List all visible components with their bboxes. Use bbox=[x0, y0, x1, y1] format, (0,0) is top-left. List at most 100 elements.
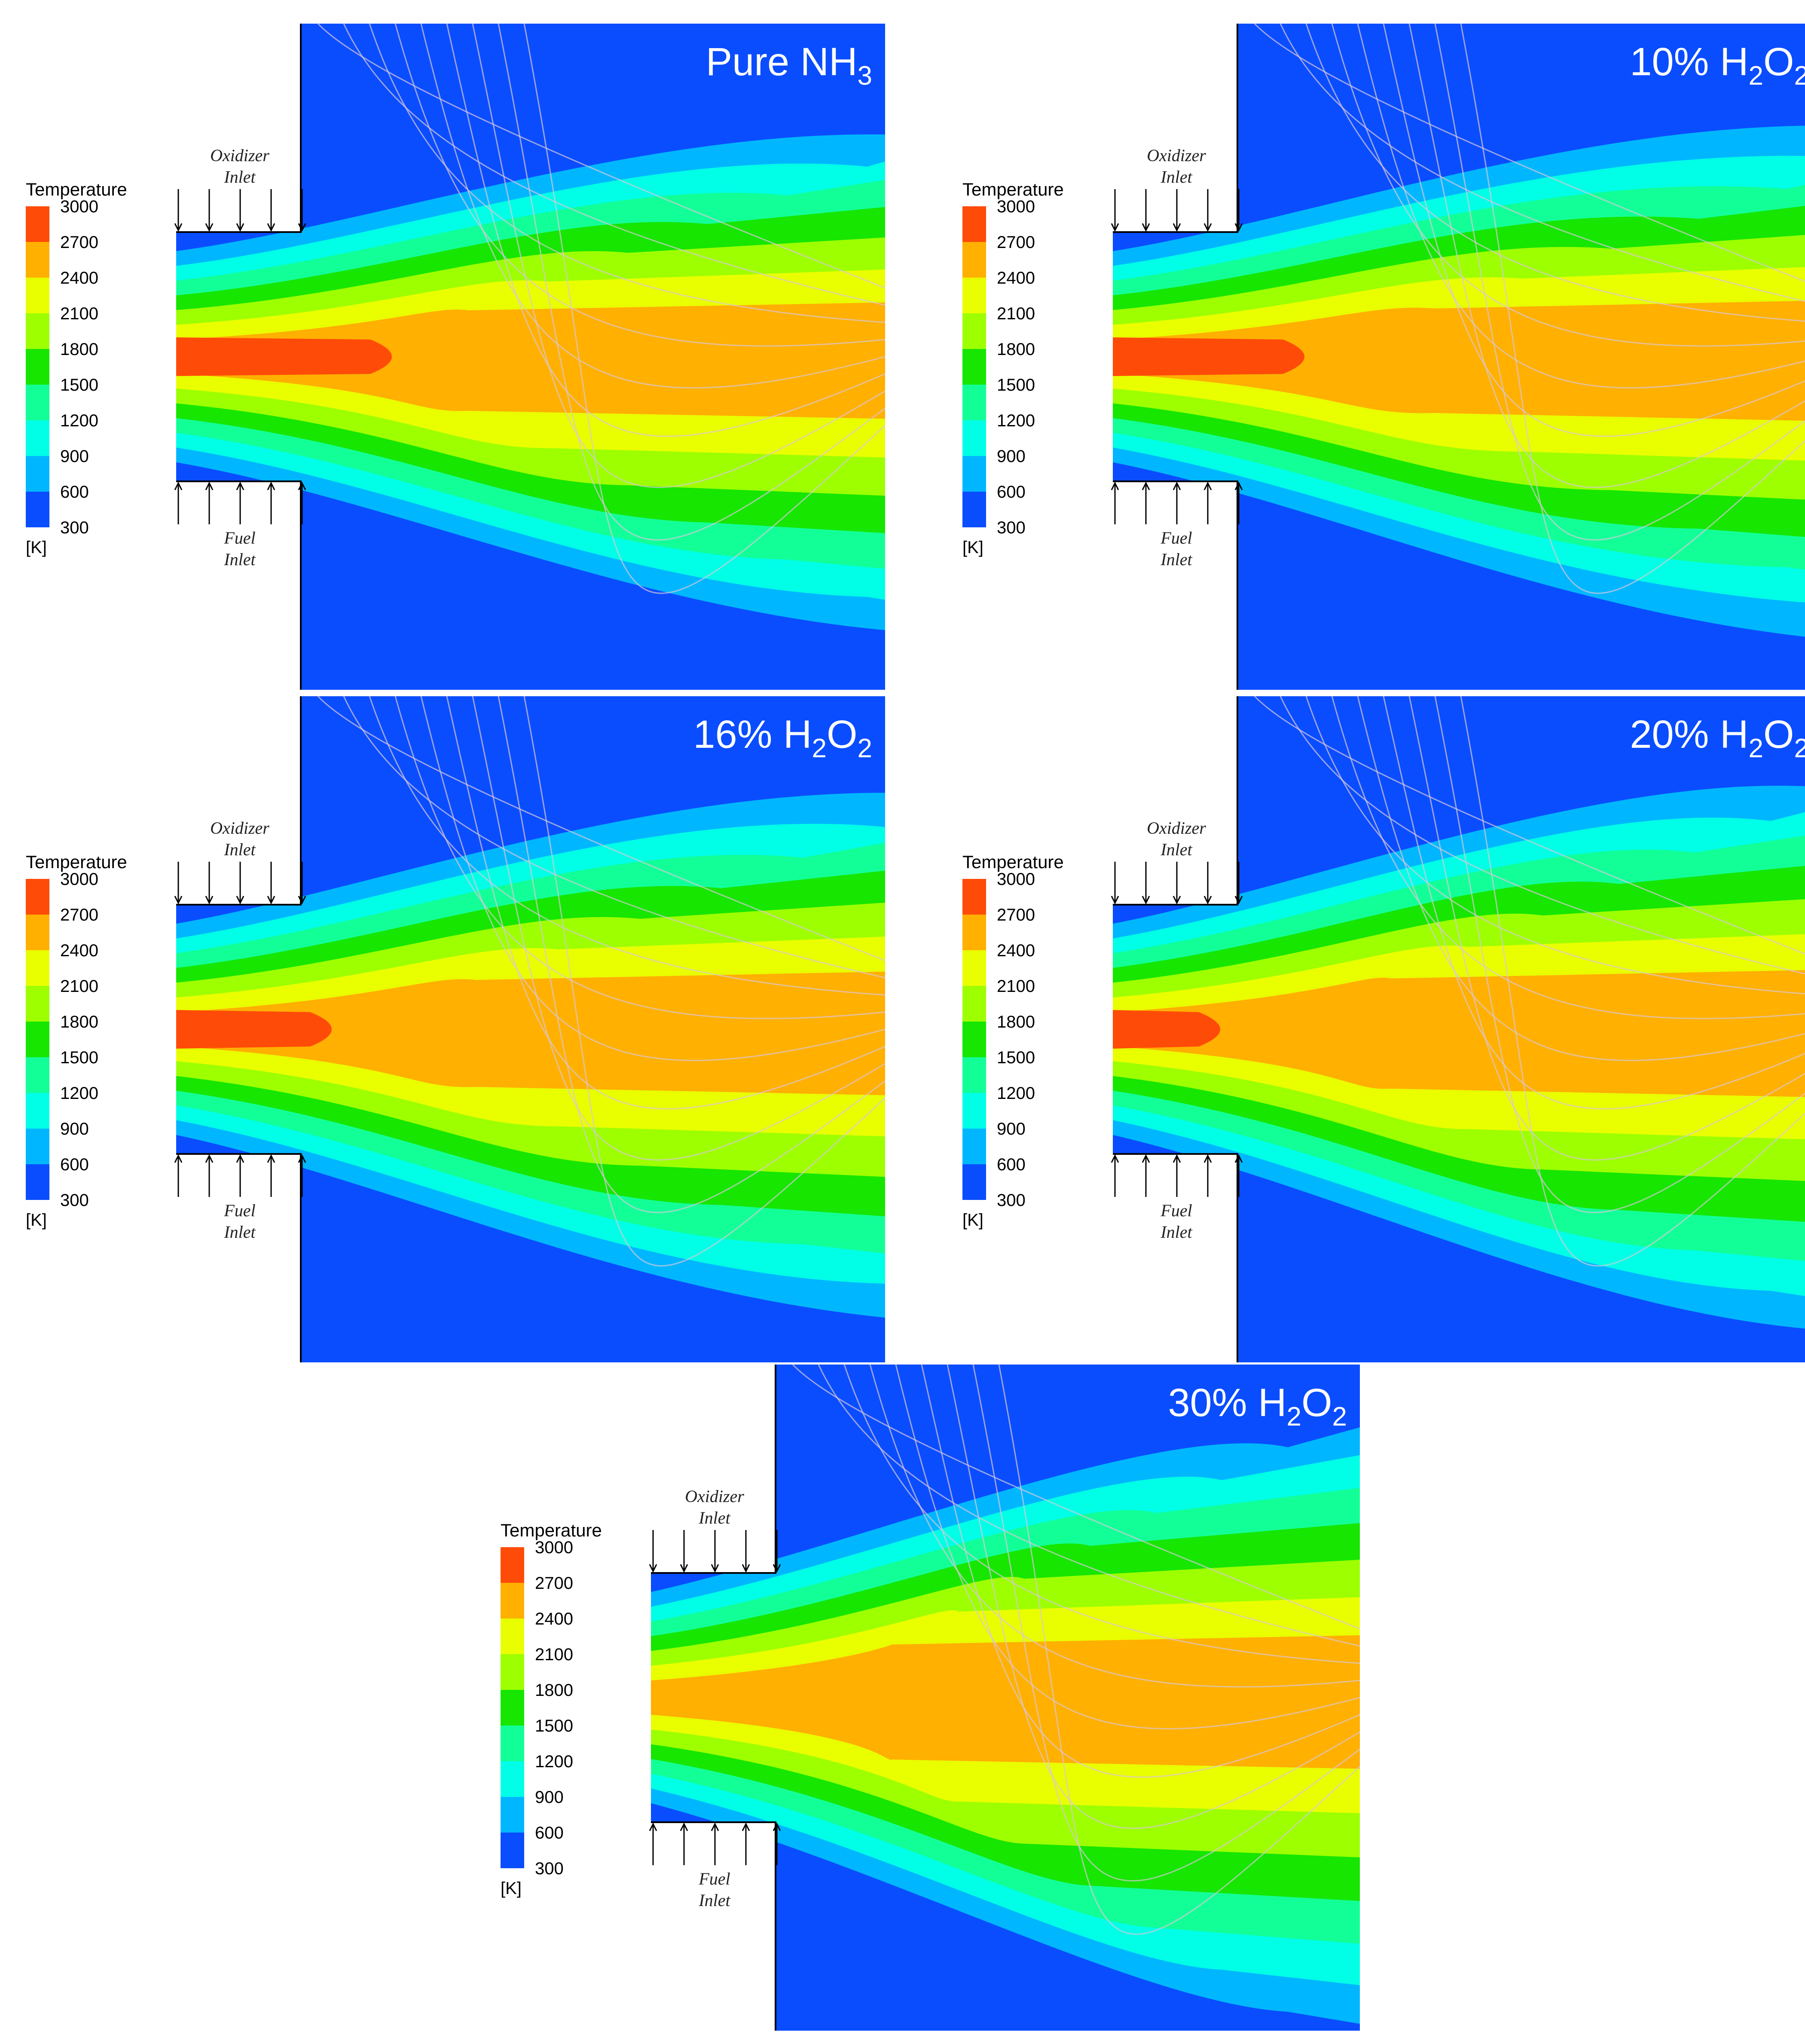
legend-unit: [K] bbox=[26, 538, 47, 557]
lower-wall bbox=[1113, 1153, 1238, 1362]
legend-title: Temperature bbox=[26, 179, 127, 199]
fuel-inlet-label: Inlet bbox=[1160, 1222, 1192, 1242]
streamline bbox=[1254, 24, 1805, 289]
fuel-arrow-icon bbox=[711, 1822, 719, 1865]
legend-swatch bbox=[962, 879, 986, 915]
legend-tick-label: 2400 bbox=[535, 1609, 573, 1628]
case-title: 30% H2O2 bbox=[1168, 1381, 1347, 1432]
oxidizer-arrow-icon bbox=[205, 862, 214, 905]
streamline bbox=[1280, 696, 1805, 979]
legend-swatch bbox=[501, 1619, 524, 1654]
legend-tick-label: 2100 bbox=[60, 304, 98, 323]
legend-tick-label: 1200 bbox=[997, 1084, 1035, 1103]
legend-tick-label: 300 bbox=[60, 518, 89, 537]
temperature-contour-svg: Oxidizer Inlet Fuel Inlet 20% H2O2 Temperatur… bbox=[962, 696, 1805, 1362]
temperature-contour-svg: Oxidizer Inlet Fuel Inlet 16% H2O2 Temperatur… bbox=[26, 696, 885, 1362]
upper-wall bbox=[176, 24, 302, 233]
fuel-arrow-icon bbox=[236, 1154, 244, 1197]
fuel-arrow-icon bbox=[174, 481, 183, 524]
legend-tick-label: 2100 bbox=[535, 1645, 573, 1664]
legend-tick-label: 2400 bbox=[997, 269, 1035, 288]
fuel-arrow-icon bbox=[1203, 1154, 1212, 1197]
fuel-arrow-icon bbox=[1111, 1154, 1119, 1197]
legend-swatch bbox=[501, 1583, 524, 1619]
streamline bbox=[947, 1365, 1360, 1829]
legend-tick-label: 1800 bbox=[997, 340, 1035, 359]
legend-tick-label: 1200 bbox=[997, 411, 1035, 430]
fuel-arrow-icon bbox=[1234, 1154, 1243, 1197]
fuel-arrow-icon bbox=[1142, 1154, 1150, 1197]
streamline bbox=[369, 696, 885, 996]
fuel-inlet-label: Fuel bbox=[698, 1869, 730, 1888]
legend-title: Temperature bbox=[962, 852, 1064, 872]
legend-tick-label: 1500 bbox=[997, 376, 1035, 395]
legend-tick-label: 1800 bbox=[60, 1013, 98, 1031]
streamline bbox=[498, 24, 885, 541]
legend-swatch bbox=[501, 1690, 524, 1726]
flame-core bbox=[176, 337, 392, 376]
oxidizer-arrow-icon bbox=[680, 1530, 688, 1573]
case-title: 16% H2O2 bbox=[693, 713, 872, 763]
streamline bbox=[1357, 24, 1805, 389]
legend-swatch bbox=[501, 1547, 524, 1583]
legend-unit: [K] bbox=[26, 1211, 47, 1230]
legend-swatch bbox=[26, 1057, 49, 1093]
streamline bbox=[1331, 696, 1805, 1019]
legend-swatch bbox=[501, 1654, 524, 1690]
legend-tick-label: 300 bbox=[535, 1859, 564, 1878]
fuel-arrow-icon bbox=[773, 1822, 781, 1865]
lower-wall bbox=[1113, 480, 1238, 690]
legend-tick-label: 1200 bbox=[535, 1752, 573, 1771]
oxidizer-inlet-label: Inlet bbox=[1160, 840, 1192, 859]
oxidizer-arrow-icon bbox=[298, 189, 306, 232]
streamline bbox=[394, 696, 885, 1019]
fuel-arrow-icon bbox=[267, 481, 275, 524]
legend-tick-label: 2700 bbox=[997, 233, 1035, 252]
fuel-arrow-icon bbox=[649, 1822, 657, 1865]
oxidizer-arrow-icon bbox=[236, 189, 244, 232]
legend-swatch bbox=[962, 242, 986, 278]
contour-panel-h2o2-30: Oxidizer Inlet Fuel Inlet 30% H2O2 Temperatur… bbox=[492, 1362, 1364, 2033]
streamline bbox=[895, 1365, 1360, 1729]
legend-tick-label: 600 bbox=[60, 483, 89, 502]
streamline bbox=[498, 696, 885, 1213]
streamline bbox=[394, 24, 885, 347]
oxidizer-arrow-icon bbox=[1142, 862, 1150, 905]
streamline bbox=[843, 1365, 1360, 1664]
flame-core bbox=[1113, 1010, 1220, 1049]
legend-tick-label: 2700 bbox=[535, 1574, 573, 1593]
upper-wall bbox=[1113, 696, 1238, 906]
legend-swatch bbox=[962, 349, 986, 385]
legend-swatch bbox=[962, 456, 986, 492]
oxidizer-inlet-label: Oxidizer bbox=[1147, 818, 1206, 838]
legend-tick-label: 600 bbox=[60, 1155, 89, 1174]
temperature-band-1 bbox=[651, 1632, 1360, 1772]
streamline bbox=[972, 1365, 1360, 1882]
oxidizer-arrow-icon bbox=[1203, 189, 1212, 232]
oxidizer-inlet-label: Inlet bbox=[223, 840, 256, 859]
streamline bbox=[523, 24, 885, 594]
fuel-inlet-label: Inlet bbox=[223, 1222, 256, 1242]
fuel-inlet-label: Inlet bbox=[223, 550, 256, 569]
oxidizer-arrow-icon bbox=[1173, 189, 1181, 232]
temperature-contour-svg: Oxidizer Inlet Fuel Inlet 30% H2O2 Temperatur… bbox=[501, 1365, 1360, 2031]
flame-core bbox=[1113, 337, 1304, 376]
legend-tick-label: 600 bbox=[997, 483, 1026, 502]
legend-tick-label: 2700 bbox=[60, 233, 98, 252]
legend-swatch bbox=[962, 1057, 986, 1093]
oxidizer-arrow-icon bbox=[1142, 189, 1150, 232]
contour-panel-h2o2-16: Oxidizer Inlet Fuel Inlet 16% H2O2 Temperatur… bbox=[17, 694, 889, 1365]
legend-swatch bbox=[26, 1093, 49, 1129]
fuel-arrow-icon bbox=[205, 481, 214, 524]
legend-tick-label: 300 bbox=[60, 1191, 89, 1210]
legend-swatch bbox=[962, 915, 986, 950]
oxidizer-inlet-label: Oxidizer bbox=[1147, 146, 1206, 165]
legend-swatch bbox=[26, 986, 49, 1022]
legend-swatch bbox=[501, 1726, 524, 1761]
legend-tick-label: 900 bbox=[535, 1788, 564, 1807]
legend-swatch bbox=[26, 1129, 49, 1164]
flame-core bbox=[176, 1010, 332, 1049]
case-title: 10% H2O2 bbox=[1630, 40, 1805, 91]
oxidizer-arrow-icon bbox=[649, 1530, 657, 1573]
